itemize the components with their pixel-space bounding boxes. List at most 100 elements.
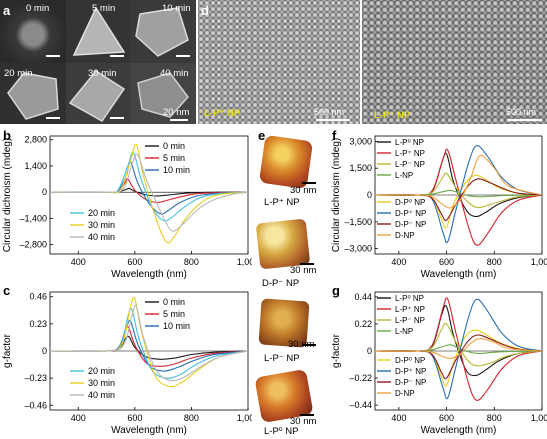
series-line — [374, 148, 543, 246]
y-tick-label: 0.23 — [29, 319, 47, 329]
sem-image-left: L-P⁺ NP 500 nm — [198, 0, 360, 124]
y-tick-label: –0.23 — [24, 373, 47, 383]
panel-a-tem-series: 0 min 5 min 10 min 20 min 30 min 40 min … — [0, 0, 196, 124]
series-line — [374, 297, 543, 401]
y-tick-label: 0 — [42, 346, 47, 356]
y-tick-label: –1,500 — [344, 217, 372, 227]
y-tick-label: 1,400 — [24, 161, 47, 171]
legend-label: D-NP — [395, 389, 415, 398]
x-tick-label: 800 — [184, 413, 199, 423]
scale-bar — [110, 55, 124, 57]
scale-bar — [46, 55, 60, 57]
series-line — [49, 296, 249, 388]
nanoparticle-shape — [68, 70, 126, 122]
legend-label: 40 min — [88, 390, 115, 400]
panel-label-f: f — [332, 128, 337, 143]
x-tick-label: 1,000 — [237, 413, 252, 423]
legend-label: 5 min — [163, 153, 185, 163]
legend-label: 30 min — [88, 220, 115, 230]
series-line — [49, 143, 249, 244]
legend-label: 10 min — [163, 165, 190, 175]
chart-c-gfactor-time: 400 600 800 1,000 0.46 0.23 0 –0.23 –0.46 Wavelen… — [2, 291, 252, 436]
y-tick-label: 0 — [367, 346, 372, 356]
y-tick-label: –0.22 — [349, 373, 372, 383]
x-axis-label: Wavelength (nm) — [421, 425, 497, 436]
scale-bar — [176, 55, 190, 57]
y-tick-label: –0.44 — [349, 400, 372, 410]
x-tick-label: 400 — [71, 257, 86, 267]
render-label-2: D-P⁻ NP — [262, 278, 300, 289]
y-tick-label: 2,800 — [24, 135, 47, 145]
series-line — [49, 307, 249, 379]
sem-label-left: L-P⁺ NP — [204, 108, 241, 119]
scale-bar — [110, 117, 124, 119]
x-tick-label: 800 — [184, 257, 199, 267]
y-axis-label: g-factor — [2, 333, 13, 368]
legend-label: 20 min — [88, 366, 115, 376]
series-line — [374, 154, 543, 209]
scale-bar — [302, 344, 316, 346]
series-line — [374, 178, 543, 221]
legend-label: D-P⁻ NP — [395, 220, 426, 229]
y-axis-label: g-factor — [331, 333, 342, 368]
nanoparticle-shape — [137, 72, 189, 118]
legend-label: L-P⁰ NP — [395, 138, 424, 147]
series-line — [374, 189, 543, 198]
sem-image-right: L-P⁻ NP 500 nm — [362, 0, 547, 124]
legend-label: 40 min — [88, 232, 115, 242]
legend-label: L-P⁺ NP — [395, 149, 425, 158]
x-axis-label: Wavelength (nm) — [421, 269, 497, 280]
panel-label-a: a — [3, 3, 11, 18]
tile-time-0: 0 min — [26, 3, 50, 14]
series-line — [49, 178, 249, 204]
scale-bar — [170, 119, 188, 121]
legend-label: L-P⁺ NP — [395, 305, 425, 314]
chart-g-gfactor-enantiomers: 400 600 800 1,000 0.44 0.22 0 –0.22 –0.44 Wavelen… — [331, 291, 547, 436]
scale-bar — [302, 182, 316, 184]
tem-tile-40min: 40 min 20 nm — [130, 63, 196, 124]
tile-time-10: 10 min — [162, 3, 191, 14]
x-tick-label: 600 — [439, 413, 454, 423]
panel-d-sem: L-P⁺ NP 500 nm L-P⁻ NP 500 nm — [198, 0, 547, 124]
y-tick-label: 0 — [42, 187, 47, 197]
legend-label: D-P⁻ NP — [395, 378, 426, 387]
scale-bar — [300, 414, 314, 416]
tile-time-20: 20 min — [4, 68, 33, 79]
legend-label: L-P⁰ NP — [395, 294, 424, 303]
x-tick-label: 600 — [439, 257, 454, 267]
panel-label-g: g — [332, 283, 340, 298]
legend-label: D-P⁰ NP — [395, 198, 425, 207]
scale-bar — [46, 117, 60, 119]
chart-f-cd-enantiomers: 400 600 800 1,000 3,000 1,500 0 –1,500 –3,000 Wav… — [331, 135, 547, 280]
nanoparticle-shape — [72, 6, 126, 56]
panel-label-b: b — [3, 128, 11, 143]
render-scale-4: 30 nm — [290, 416, 317, 427]
scale-bar-label: 20 nm — [163, 107, 190, 118]
render-scale-1: 30 nm — [290, 185, 317, 196]
chart-b-cd-time: 400 600 800 1,000 2,800 1,400 0 –1,400 –2,800 Wav… — [2, 135, 252, 280]
y-tick-label: –3,000 — [344, 244, 372, 254]
render-scale-3: 30 nm — [288, 339, 315, 350]
tem-tile-20min: 20 min — [0, 63, 66, 124]
x-axis-label: Wavelength (nm) — [111, 269, 187, 280]
series-line — [374, 344, 543, 355]
y-tick-label: –2,800 — [19, 240, 47, 250]
legend-label: 0 min — [163, 297, 185, 307]
series-line — [374, 334, 543, 380]
panel-label-d: d — [201, 3, 209, 18]
tile-time-5: 5 min — [92, 3, 116, 14]
tem-tile-10min: 10 min — [130, 0, 196, 63]
x-tick-label: 1,000 — [531, 413, 547, 423]
x-tick-label: 400 — [391, 257, 406, 267]
y-tick-label: 3,000 — [349, 136, 372, 146]
series-line — [49, 320, 249, 372]
y-axis-label: Circular dichroism (mdeg) — [2, 138, 13, 252]
panel-label-e: e — [258, 128, 266, 143]
render-label-1: L-P⁺ NP — [264, 197, 300, 208]
x-tick-label: 1,000 — [531, 257, 547, 267]
x-tick-label: 800 — [487, 413, 502, 423]
legend-label: L-NP — [395, 171, 413, 180]
render-label-4: L-P⁰ NP — [264, 426, 299, 437]
render-label-3: L-P⁻ NP — [264, 353, 300, 364]
y-axis-label: Circular dichroism (mdeg) — [331, 138, 342, 252]
